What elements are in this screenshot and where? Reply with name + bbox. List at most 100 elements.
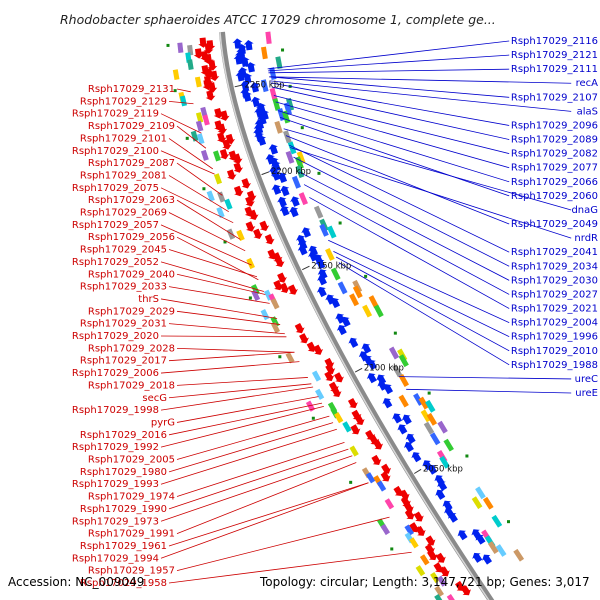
gene-label[interactable]: Rsph17029_2060 bbox=[511, 191, 598, 202]
feature-block bbox=[398, 374, 410, 387]
label-connector bbox=[285, 135, 510, 225]
gene-label[interactable]: Rsph17029_2027 bbox=[511, 289, 598, 300]
feature-block bbox=[285, 97, 295, 111]
label-connector bbox=[270, 80, 572, 112]
forward-gene-arrow bbox=[273, 279, 284, 291]
feature-block bbox=[283, 130, 292, 144]
gene-label[interactable]: Rsph17029_2034 bbox=[511, 261, 598, 272]
gene-label[interactable]: Rsph17029_1958 bbox=[80, 578, 167, 589]
gene-label[interactable]: Rsph17029_1996 bbox=[511, 332, 598, 343]
gene-label[interactable]: Rsph17029_2075 bbox=[72, 183, 159, 194]
gene-label[interactable]: Rsph17029_2006 bbox=[72, 368, 159, 379]
gene-label[interactable]: Rsph17029_2021 bbox=[511, 304, 598, 315]
forward-gene-arrow bbox=[241, 178, 252, 189]
gene-label[interactable]: Rsph17029_2087 bbox=[88, 158, 175, 169]
forward-gene-arrow bbox=[399, 489, 410, 500]
label-connector bbox=[267, 40, 510, 70]
gene-label[interactable]: Rsph17029_2045 bbox=[80, 245, 167, 256]
gene-label[interactable]: Rsph17029_2107 bbox=[511, 92, 598, 103]
gene-label[interactable]: Rsph17029_2100 bbox=[72, 146, 159, 157]
gene-label[interactable]: Rsph17029_2029 bbox=[88, 306, 175, 317]
gene-label[interactable]: Rsph17029_1974 bbox=[88, 492, 175, 503]
feature-block bbox=[326, 225, 337, 239]
gene-label[interactable]: alaS bbox=[577, 106, 598, 117]
gene-label[interactable]: Rsph17029_1961 bbox=[80, 541, 167, 552]
gene-label[interactable]: Rsph17029_2119 bbox=[72, 109, 159, 120]
gene-label[interactable]: Rsph17029_2031 bbox=[80, 319, 167, 330]
forward-gene-arrow bbox=[371, 454, 382, 465]
gene-label[interactable]: Rsph17029_2077 bbox=[511, 163, 598, 174]
gene-label[interactable]: recA bbox=[576, 78, 599, 89]
label-connector bbox=[176, 310, 281, 325]
feature-block bbox=[187, 59, 194, 70]
ruler-tick bbox=[414, 468, 422, 474]
feature-block bbox=[172, 69, 180, 80]
gene-label[interactable]: Rsph17029_2096 bbox=[511, 120, 598, 131]
gene-label[interactable]: Rsph17029_2049 bbox=[511, 219, 598, 230]
gene-label[interactable]: Rsph17029_2041 bbox=[511, 247, 598, 258]
gene-label[interactable]: Rsph17029_1973 bbox=[72, 516, 159, 527]
gene-label[interactable]: Rsph17029_2028 bbox=[88, 343, 175, 354]
gene-label[interactable]: Rsph17029_2066 bbox=[511, 177, 598, 188]
reverse-gene-arrow bbox=[279, 185, 290, 197]
gene-label[interactable]: Rsph17029_2005 bbox=[88, 455, 175, 466]
feature-block bbox=[475, 486, 486, 500]
gene-label[interactable]: Rsph17029_2082 bbox=[511, 149, 598, 160]
gene-label[interactable]: Rsph17029_2057 bbox=[72, 220, 159, 231]
gene-label[interactable]: Rsph17029_1991 bbox=[88, 529, 175, 540]
reverse-gene-arrow bbox=[397, 424, 408, 435]
gene-label[interactable]: Rsph17029_2116 bbox=[511, 36, 598, 47]
gene-label[interactable]: Rsph17029_2052 bbox=[72, 257, 159, 268]
gene-label[interactable]: Rsph17029_1998 bbox=[72, 405, 159, 416]
label-connector bbox=[160, 113, 202, 134]
gene-label[interactable]: Rsph17029_2010 bbox=[511, 346, 598, 357]
gene-label[interactable]: Rsph17029_1994 bbox=[72, 553, 159, 564]
gene-label[interactable]: Rsph17029_2016 bbox=[80, 430, 167, 441]
gene-label[interactable]: dnaG bbox=[571, 205, 598, 216]
gene-label[interactable]: Rsph17029_2056 bbox=[88, 232, 175, 243]
gene-label[interactable]: Rsph17029_2101 bbox=[80, 133, 167, 144]
gene-label[interactable]: nrdR bbox=[574, 233, 598, 244]
gene-label[interactable]: Rsph17029_2040 bbox=[88, 269, 175, 280]
gene-label[interactable]: pyrG bbox=[151, 417, 175, 428]
gene-label[interactable]: Rsph17029_2109 bbox=[88, 121, 175, 132]
gene-label[interactable]: Rsph17029_2131 bbox=[88, 84, 175, 95]
gene-label[interactable]: Rsph17029_1992 bbox=[72, 442, 159, 453]
gene-label[interactable]: Rsph17029_2004 bbox=[511, 318, 598, 329]
marker-dot bbox=[311, 416, 315, 420]
gene-label[interactable]: Rsph17029_2081 bbox=[80, 170, 167, 181]
gene-label[interactable]: Rsph17029_1988 bbox=[511, 360, 598, 371]
gene-label[interactable]: Rsph17029_1957 bbox=[88, 566, 175, 577]
gene-label[interactable]: secG bbox=[142, 393, 167, 404]
label-connector bbox=[160, 455, 353, 522]
gene-label[interactable]: Rsph17029_2030 bbox=[511, 275, 598, 286]
forward-gene-arrow bbox=[354, 414, 365, 425]
reverse-gene-arrow bbox=[249, 82, 260, 93]
gene-label[interactable]: Rsph17029_2121 bbox=[511, 50, 598, 61]
reverse-gene-arrow bbox=[288, 206, 299, 218]
gene-label[interactable]: Rsph17029_2089 bbox=[511, 135, 598, 146]
feature-block bbox=[404, 524, 414, 536]
gene-label[interactable]: Rsph17029_1990 bbox=[80, 504, 167, 515]
gene-label[interactable]: Rsph17029_2033 bbox=[80, 282, 167, 293]
feature-block bbox=[352, 285, 363, 299]
feature-block bbox=[429, 432, 441, 446]
feature-block bbox=[251, 289, 261, 302]
gene-label[interactable]: Rsph17029_1993 bbox=[72, 479, 159, 490]
gene-label[interactable]: thrS bbox=[138, 294, 159, 305]
label-connector bbox=[168, 175, 229, 213]
gene-label[interactable]: Rsph17029_2063 bbox=[88, 195, 175, 206]
gene-label[interactable]: Rsph17029_2111 bbox=[511, 64, 598, 75]
gene-label[interactable]: Rsph17029_2129 bbox=[80, 96, 167, 107]
gene-label[interactable]: Rsph17029_2069 bbox=[80, 208, 167, 219]
gene-label[interactable]: Rsph17029_1980 bbox=[80, 467, 167, 478]
reverse-gene-arrow bbox=[330, 297, 341, 309]
forward-gene-arrow bbox=[425, 535, 436, 546]
gene-label[interactable]: ureE bbox=[575, 388, 598, 399]
gene-label[interactable]: Rsph17029_2020 bbox=[72, 331, 159, 342]
label-connector bbox=[268, 54, 510, 72]
gene-label[interactable]: ureC bbox=[575, 374, 598, 385]
gene-label[interactable]: Rsph17029_2018 bbox=[88, 380, 175, 391]
reverse-gene-arrow bbox=[268, 144, 278, 155]
gene-label[interactable]: Rsph17029_2017 bbox=[80, 356, 167, 367]
